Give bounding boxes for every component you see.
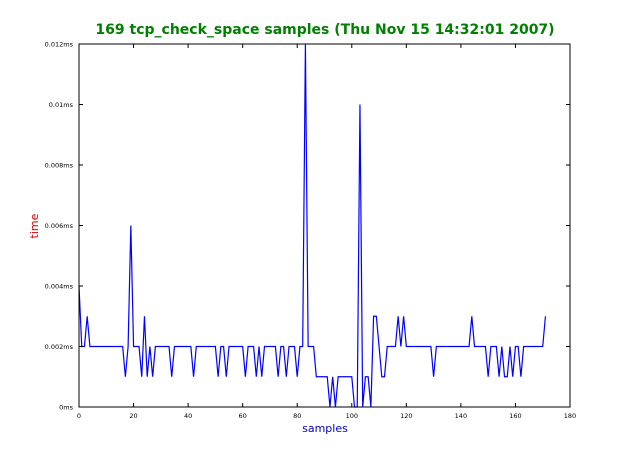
y-tick-label: 0ms xyxy=(59,404,73,412)
y-axis-ticks: 0ms 0.002ms 0.004ms 0.006ms 0.008ms 0.01ms 0.0… xyxy=(45,41,570,412)
y-tick-label: 0.006ms xyxy=(45,222,74,230)
series-line xyxy=(78,43,547,408)
x-tick-label: 0 xyxy=(77,412,81,420)
x-axis-label: samples xyxy=(302,422,348,435)
y-tick-label: 0.01ms xyxy=(49,101,74,109)
x-tick-label: 120 xyxy=(400,412,412,420)
x-tick-label: 20 xyxy=(129,412,137,420)
x-tick-label: 160 xyxy=(509,412,521,420)
y-tick-label: 0.012ms xyxy=(45,41,74,49)
x-tick-label: 100 xyxy=(346,412,358,420)
chart-title: 169 tcp_check_space samples (Thu Nov 15 … xyxy=(95,22,554,38)
x-tick-label: 80 xyxy=(293,412,301,420)
y-tick-label: 0.008ms xyxy=(45,162,74,170)
x-axis-ticks: 0 20 40 60 80 100 120 140 160 180 xyxy=(77,44,576,420)
x-tick-label: 140 xyxy=(455,412,467,420)
y-axis-label: time xyxy=(28,213,41,238)
x-tick-label: 60 xyxy=(239,412,247,420)
y-tick-label: 0.002ms xyxy=(45,343,74,351)
x-tick-label: 180 xyxy=(564,412,576,420)
y-tick-label: 0.004ms xyxy=(45,283,74,291)
x-tick-label: 40 xyxy=(184,412,192,420)
